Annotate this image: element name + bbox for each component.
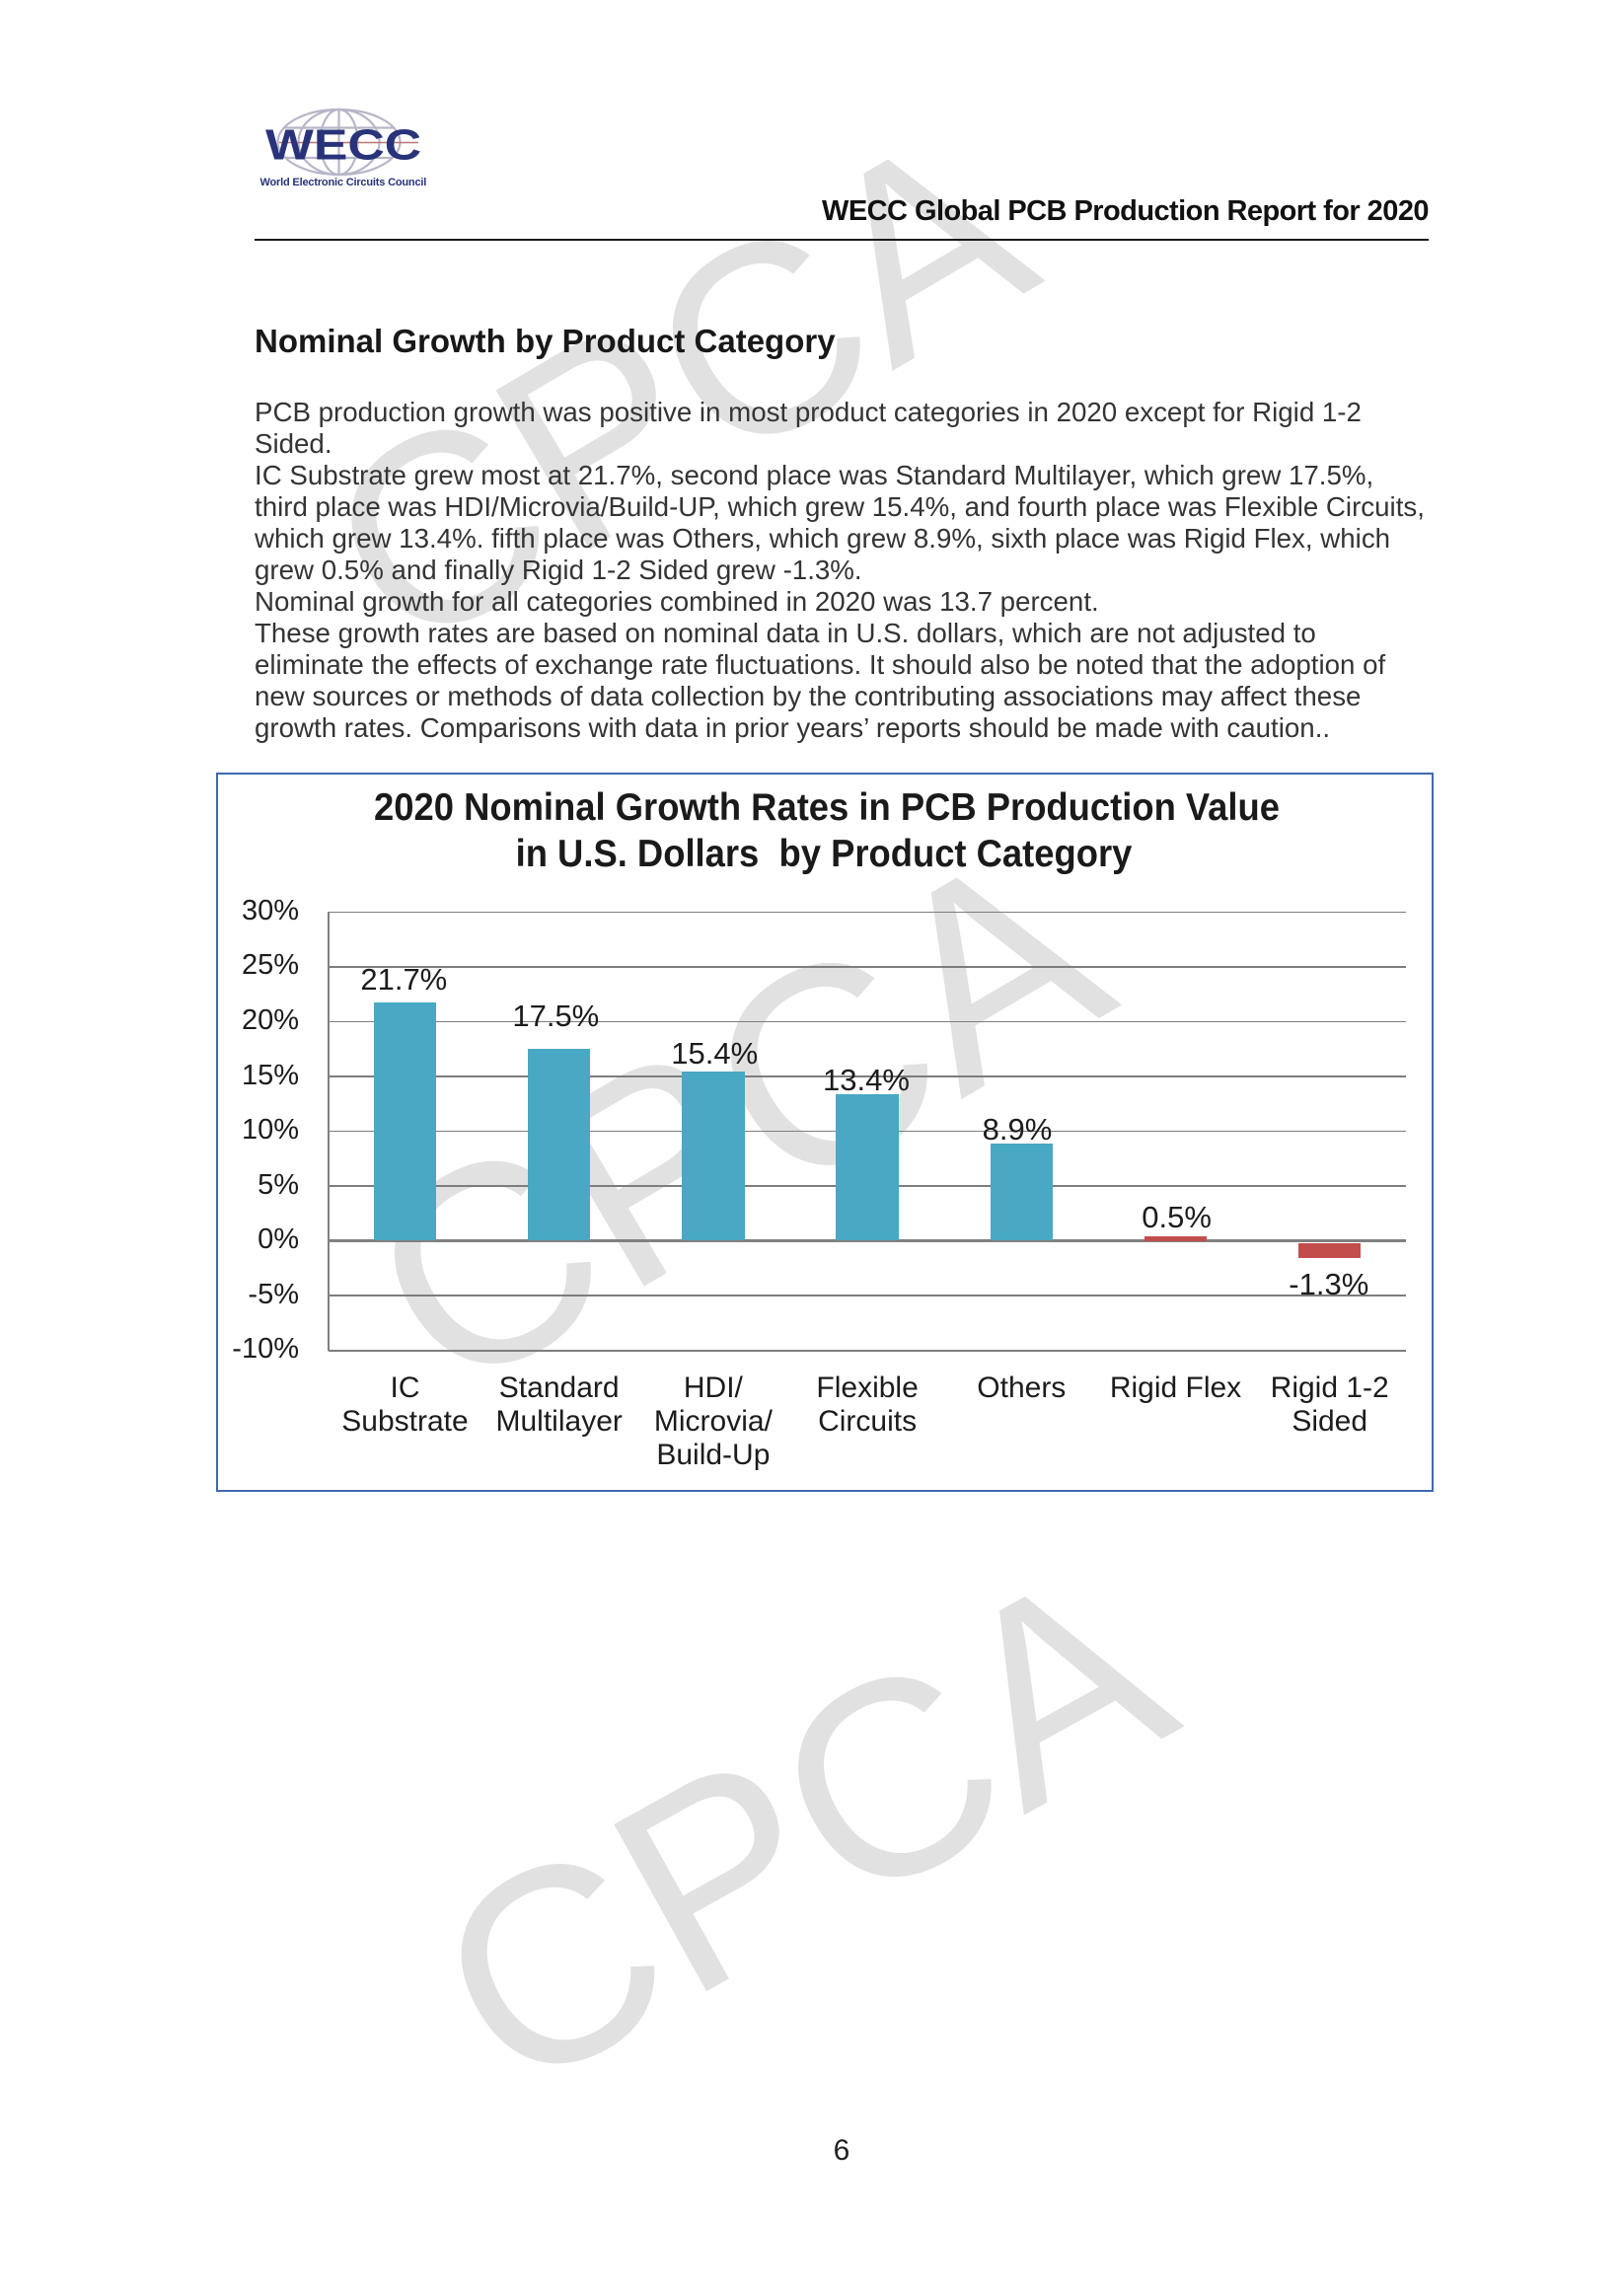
- svg-text:WECC: WECC: [265, 121, 421, 169]
- svg-text:World Electronic Circuits Coun: World Electronic Circuits Council: [260, 177, 427, 188]
